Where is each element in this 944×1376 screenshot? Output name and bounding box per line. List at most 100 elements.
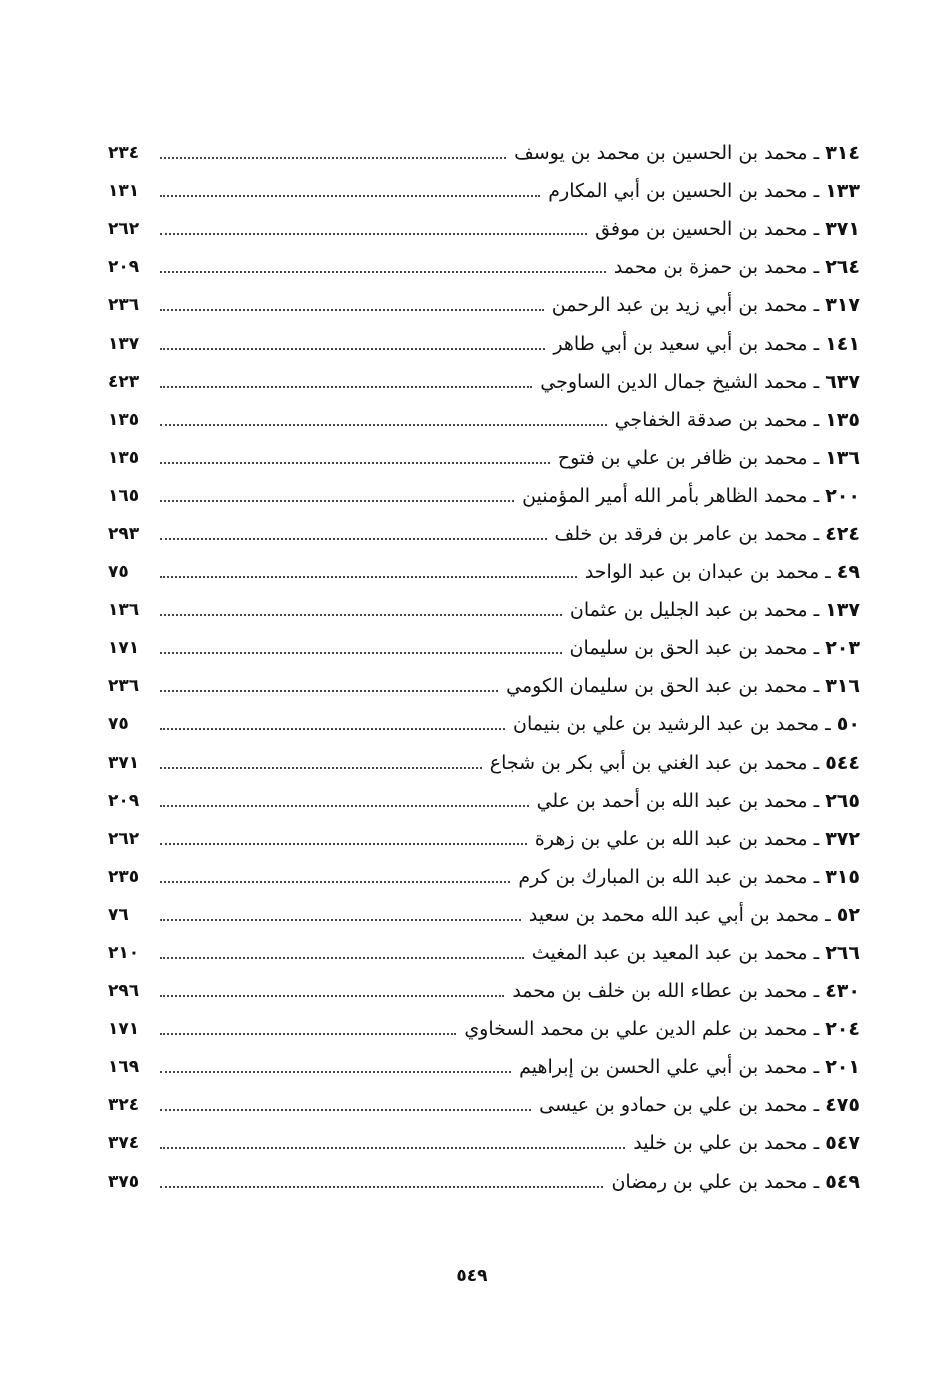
- entry-separator: ـ: [807, 599, 826, 622]
- entry-number: ٢٠١: [825, 1056, 860, 1079]
- entry-text: ٣١٦ ـ محمد بن عبد الحق بن سليمان الكومي: [506, 675, 860, 697]
- entry-text: ٣٧٢ ـ محمد بن عبد الله بن علي بن زهرة: [535, 828, 860, 850]
- entry-page: ٢٩٦: [108, 981, 140, 1002]
- entry-name: محمد بن الحسين بن موفق: [595, 218, 808, 241]
- entry-text: ٥٠ ـ محمد بن عبد الرشيد بن علي بن بنيمان: [513, 713, 860, 735]
- entry-name: محمد بن علم الدين علي بن محمد السخاوي: [464, 1018, 808, 1041]
- index-entry: ٣٧٢ ـ محمد بن عبد الله بن علي بن زهرة ٢٦٢: [108, 820, 860, 858]
- entry-name: محمد بن عطاء الله بن خلف بن محمد: [512, 980, 808, 1003]
- entry-number: ٣٧٢: [825, 827, 860, 850]
- index-entry: ٢٠٠ ـ محمد الظاهر بأمر الله أمير المؤمني…: [108, 477, 860, 515]
- entry-separator: ـ: [807, 484, 826, 507]
- entry-separator: ـ: [819, 903, 837, 926]
- entry-page: ٢٠٩: [108, 257, 140, 278]
- entry-separator: ـ: [819, 561, 837, 584]
- entry-text: ٢٠٤ ـ محمد بن علم الدين علي بن محمد السخ…: [464, 1018, 860, 1040]
- entry-page: ٣٧٤: [108, 1133, 140, 1154]
- entry-text: ٤٣٠ ـ محمد بن عطاء الله بن خلف بن محمد: [512, 980, 860, 1002]
- entry-page: ٤٢٣: [108, 371, 140, 392]
- dot-leader: [160, 652, 562, 655]
- entry-page: ٣٢٤: [108, 1095, 140, 1116]
- entry-number: ٢٦٤: [825, 256, 860, 279]
- entry-name: محمد بن عبد الغني بن أبي بكر بن شجاع: [489, 751, 808, 774]
- entry-number: ٥٤٤: [825, 751, 860, 774]
- index-entry: ٢٦٦ ـ محمد بن عبد المعيد بن عبد المغيث ٢١…: [108, 934, 860, 972]
- dot-leader: [160, 1185, 604, 1188]
- entry-number: ٤٢٤: [825, 522, 860, 545]
- entry-page: ١٣٧: [108, 333, 140, 354]
- entry-number: ١٣٣: [825, 180, 860, 203]
- index-list: ٣١٤ ـ محمد بن الحسين بن محمد بن يوسف ٢٣٤ ١…: [108, 134, 860, 1201]
- entry-number: ١٣٦: [825, 446, 860, 469]
- entry-page: ٧٥: [108, 714, 129, 735]
- entry-page: ٢٦٢: [108, 828, 140, 849]
- entry-number: ٢٦٥: [825, 789, 860, 812]
- entry-text: ٢٠٣ ـ محمد بن عبد الحق بن سليمان: [570, 637, 860, 659]
- dot-leader: [160, 423, 607, 426]
- index-entry: ٥٤٤ ـ محمد بن عبد الغني بن أبي بكر بن شج…: [108, 744, 860, 782]
- entry-name: محمد الظاهر بأمر الله أمير المؤمنين: [522, 484, 808, 507]
- entry-number: ١٣٥: [825, 408, 860, 431]
- entry-name: محمد بن أبي زيد بن عبد الرحمن: [551, 294, 808, 317]
- entry-name: محمد بن عبد الجليل بن عثمان: [569, 599, 808, 622]
- entry-separator: ـ: [807, 942, 826, 965]
- entry-separator: ـ: [807, 1132, 826, 1155]
- entry-page: ١٣٥: [108, 447, 140, 468]
- dot-leader: [160, 309, 544, 312]
- entry-name: محمد بن أبي عبد الله محمد بن سعيد: [528, 903, 820, 926]
- entry-number: ٥٢: [836, 903, 860, 926]
- dot-leader: [160, 499, 515, 502]
- entry-separator: ـ: [807, 1094, 826, 1117]
- dot-leader: [160, 957, 524, 960]
- entry-number: ٤٧٥: [825, 1094, 860, 1117]
- dot-leader: [160, 804, 529, 807]
- index-entry: ٤٩ ـ محمد بن عبدان بن عبد الواحد ٧٥: [108, 553, 860, 591]
- entry-page: ٢٣٦: [108, 676, 140, 697]
- index-entry: ١٤١ ـ محمد بن أبي سعيد بن أبي طاهر ١٣٧: [108, 324, 860, 362]
- entry-name: محمد بن عبد الله بن المبارك بن كرم: [518, 865, 808, 888]
- dot-leader: [160, 728, 506, 731]
- entry-page: ٣٧١: [108, 752, 140, 773]
- entry-name: محمد بن أبي علي الحسن بن إبراهيم: [519, 1056, 808, 1079]
- entry-name: محمد بن علي بن حمادو بن عيسى: [539, 1094, 808, 1117]
- dot-leader: [160, 766, 482, 769]
- entry-number: ٣١٥: [825, 865, 860, 888]
- entry-separator: ـ: [807, 180, 826, 203]
- entry-page: ١٣٥: [108, 409, 140, 430]
- index-entry: ٣١٦ ـ محمد بن عبد الحق بن سليمان الكومي ٢…: [108, 667, 860, 705]
- dot-leader: [160, 880, 511, 883]
- entry-name: محمد الشيخ جمال الدين الساوجي: [540, 370, 808, 393]
- entry-text: ١٣٥ ـ محمد بن صدقة الخفاجي: [615, 409, 860, 431]
- entry-number: ٣٧١: [825, 218, 860, 241]
- entry-separator: ـ: [819, 713, 837, 736]
- entry-text: ٣٧١ ـ محمد بن الحسين بن موفق: [595, 218, 860, 240]
- index-entry: ٢٦٥ ـ محمد بن عبد الله بن أحمد بن علي ٢٠٩: [108, 782, 860, 820]
- entry-number: ٣١٧: [825, 294, 860, 317]
- entry-number: ١٤١: [825, 332, 860, 355]
- entry-name: محمد بن الحسين بن محمد بن يوسف: [514, 142, 808, 165]
- index-entry: ٤٧٥ ـ محمد بن علي بن حمادو بن عيسى ٣٢٤: [108, 1086, 860, 1124]
- index-entry: ١٣٦ ـ محمد بن ظافر بن علي بن فتوح ١٣٥: [108, 439, 860, 477]
- entry-separator: ـ: [807, 218, 826, 241]
- entry-number: ٥٠: [836, 713, 860, 736]
- entry-separator: ـ: [807, 408, 826, 431]
- entry-page: ١٧١: [108, 638, 140, 659]
- entry-number: ٤٣٠: [825, 980, 860, 1003]
- index-entry: ٥٤٩ ـ محمد بن علي بن رمضان ٣٧٥: [108, 1163, 860, 1201]
- index-entry: ٤٣٠ ـ محمد بن عطاء الله بن خلف بن محمد ٢٩…: [108, 972, 860, 1010]
- entry-number: ٥٤٩: [825, 1170, 860, 1193]
- entry-separator: ـ: [807, 142, 826, 165]
- entry-page: ٢٣٤: [108, 143, 140, 164]
- entry-name: محمد بن عبد الله بن علي بن زهرة: [534, 827, 808, 850]
- index-entry: ١٣٣ ـ محمد بن الحسين بن أبي المكارم ١٣١: [108, 172, 860, 210]
- dot-leader: [160, 614, 562, 617]
- entry-text: ٣١٤ ـ محمد بن الحسين بن محمد بن يوسف: [514, 142, 860, 164]
- dot-leader: [160, 576, 577, 579]
- entry-page: ١٣١: [108, 181, 140, 202]
- entry-name: محمد بن عبد الحق بن سليمان: [569, 637, 808, 660]
- entry-page: ١٧١: [108, 1019, 140, 1040]
- entry-name: محمد بن حمزة بن محمد: [613, 256, 808, 279]
- entry-separator: ـ: [807, 865, 826, 888]
- entry-page: ٢٩٣: [108, 523, 140, 544]
- entry-name: محمد بن الحسين بن أبي المكارم: [548, 180, 808, 203]
